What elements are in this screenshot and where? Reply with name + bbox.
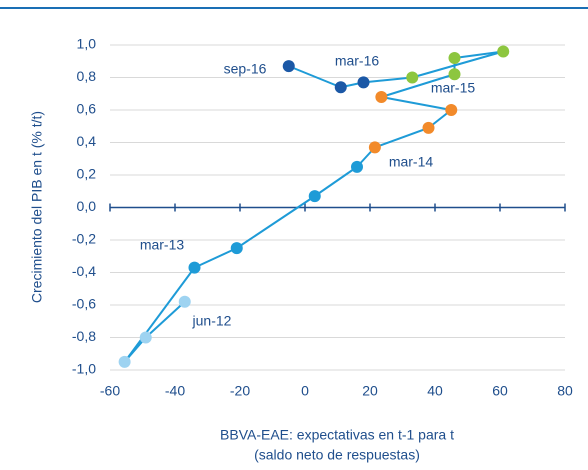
connector	[411, 50, 504, 79]
point	[448, 68, 461, 81]
x-axis-title: BBVA-EAE: expectativas en t-1 para t	[220, 427, 454, 443]
point	[230, 242, 243, 255]
point	[178, 295, 191, 308]
y-tick-label: 0,0	[77, 198, 97, 214]
x-tick-label: -60	[100, 383, 120, 399]
x-tick-label: 80	[557, 383, 573, 399]
point	[406, 71, 419, 84]
y-tick-label: 0,6	[77, 101, 97, 117]
point	[422, 121, 435, 134]
point	[357, 76, 370, 89]
y-axis-title: Crecimiento del PIB en t (% t/t)	[29, 111, 45, 303]
point	[282, 60, 295, 73]
point	[334, 81, 347, 94]
point	[351, 160, 363, 173]
connector	[363, 76, 413, 84]
x-tick-label: 40	[427, 383, 443, 399]
y-tick-label: 1,0	[77, 36, 97, 52]
point	[118, 355, 131, 368]
connector	[236, 195, 316, 249]
connector	[123, 267, 196, 363]
y-tick-label: -0,2	[72, 231, 96, 247]
x-tick-label: -20	[230, 383, 250, 399]
x-tick-label: 0	[301, 383, 309, 399]
point	[308, 190, 321, 203]
y-tick-label: 0,2	[77, 166, 97, 182]
connector	[381, 96, 452, 111]
x-tick-label: -40	[165, 383, 185, 399]
annotation: mar-15	[431, 80, 476, 96]
point	[368, 141, 381, 154]
x-tick-label: 20	[362, 383, 378, 399]
connector	[374, 126, 429, 149]
y-tick-label: 0,8	[77, 68, 97, 84]
point	[448, 52, 461, 64]
connector	[381, 73, 455, 98]
connector	[194, 247, 238, 269]
x-axis-title-2: (saldo neto de respuestas)	[254, 447, 420, 463]
x-tick-label: 60	[492, 383, 508, 399]
point	[188, 261, 201, 274]
y-tick-label: -1,0	[72, 361, 96, 377]
connector	[314, 166, 358, 197]
point	[375, 91, 388, 103]
point	[445, 104, 458, 116]
connector	[454, 50, 504, 59]
annotation: mar-13	[140, 237, 185, 253]
y-tick-label: -0,6	[72, 296, 96, 312]
y-tick-label: 0,4	[77, 133, 97, 149]
point	[139, 331, 152, 344]
connector	[288, 65, 342, 89]
y-tick-label: -0,4	[72, 263, 96, 279]
annotation: sep-16	[224, 61, 267, 77]
y-tick-label: -0,8	[72, 328, 96, 344]
annotation: mar-16	[335, 53, 380, 69]
annotation: jun-12	[192, 313, 232, 329]
connector	[145, 301, 186, 339]
annotation: mar-14	[389, 154, 434, 170]
point	[497, 45, 510, 58]
